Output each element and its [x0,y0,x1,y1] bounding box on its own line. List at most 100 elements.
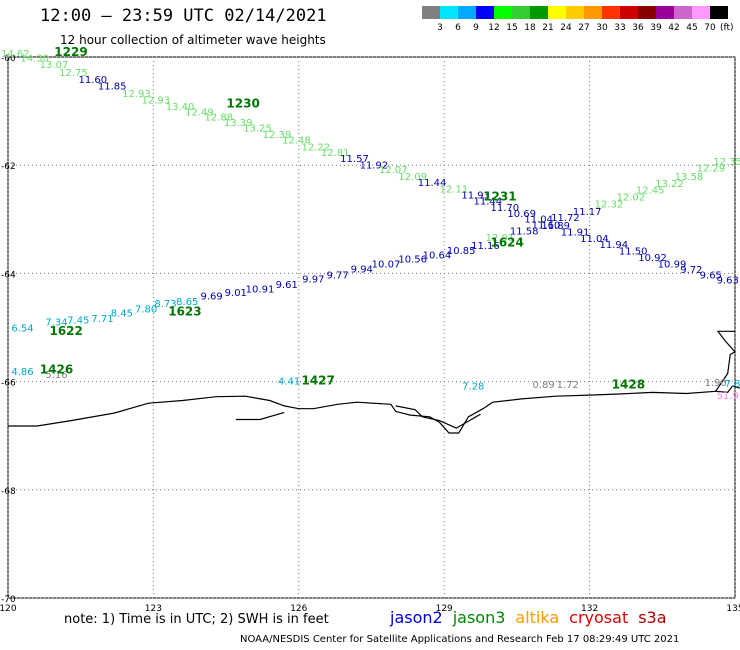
colorbar-tick-label: 6 [455,23,461,33]
wave-height-label: 8.45 [111,309,133,320]
wave-height-label: 11.60 [78,75,107,86]
wave-height-label: 12.09 [398,172,427,183]
wave-height-label: 12.01 [486,233,515,244]
colorbar-swatch [530,6,548,19]
satellite-legend: jason2 jason3 altika cryosat s3a [390,608,677,627]
wave-height-label: 10.91 [246,284,275,295]
wave-height-label: 11.04 [580,234,609,245]
wave-height-label: 12.02 [616,192,645,203]
coastline [395,405,481,429]
colorbar-swatch [566,6,584,19]
lon-tick-label: 129 [436,604,453,614]
satellite-legend-item: jason2 [390,608,443,627]
units-note: note: 1) Time is in UTC; 2) SWH is in fe… [64,612,329,627]
colorbar-swatch [692,6,710,19]
wave-height-label: 10.85 [447,246,476,257]
credit-line: NOAA/NESDIS Center for Satellite Applica… [240,634,680,645]
colorbar-tick-label: 24 [560,23,572,33]
colorbar-tick-label: 21 [542,23,554,33]
lon-tick-label: 132 [581,604,598,614]
wave-height-label: 11.17 [573,207,602,218]
wave-height-label: 9.65 [700,270,722,281]
lon-tick-label: 135 [726,604,740,614]
wave-height-label: 9.94 [351,264,373,275]
wave-height-label: 8.65 [176,297,198,308]
colorbar-swatch [710,6,728,19]
colorbar-tick-label: 12 [488,23,500,33]
wave-height-label: 7.8 [725,379,740,390]
colorbar-swatch [458,6,476,19]
map-title: 12:00 — 23:59 UTC 02/14/2021 [40,6,327,26]
lat-tick-label: -62 [1,162,16,172]
wave-height-label: 9.63 [717,276,739,287]
colorbar-swatch [512,6,530,19]
colorbar-swatch [584,6,602,19]
wave-height-label: 13.25 [243,124,272,135]
wave-height-label: 11.91 [561,228,590,239]
pass-time-label: 1623 [168,305,201,319]
wave-height-label: 0.89 [532,380,554,391]
wave-height-label: 9.61 [276,280,298,291]
wave-height-label: 11.44 [418,178,447,189]
colorbar-swatch [494,6,512,19]
wave-height-label: 11.94 [599,240,628,251]
wave-height-label: 12.11 [440,184,469,195]
plot-frame [7,56,736,599]
pass-time-label: 1231 [483,189,516,203]
colorbar-tick-label: 3 [437,23,443,33]
coastline [715,330,736,392]
colorbar-unit: (ft) [720,23,734,33]
wave-height-label: 11.93 [461,191,490,202]
colorbar-swatch [620,6,638,19]
wave-height-label: 10.69 [507,209,536,220]
wave-height-label: 4.41 [278,376,300,387]
colorbar-swatch [422,6,440,19]
wave-height-label: 10.07 [372,259,401,270]
satellite-legend-item: jason3 [452,608,506,627]
colorbar-tick-label: 30 [596,23,608,33]
colorbar-tick-label: 36 [632,23,644,33]
wave-height-label: 11.89 [541,221,570,232]
colorbar-swatch [602,6,620,19]
wave-height-label: 6.54 [11,323,33,334]
map-subtitle: 12 hour collection of altimeter wave hei… [60,33,326,47]
wave-height-label: 11.16 [471,241,500,252]
wave-height-label: 7.80 [135,304,157,315]
wave-height-label: 14.30 [20,53,49,64]
wave-height-label: 11.92 [360,160,389,171]
wave-height-label: 5.16 [45,370,67,381]
wave-height-label: 12.88 [204,112,233,123]
wave-height-label: 11.58 [510,226,539,237]
pass-time-label: 1624 [490,235,523,249]
pass-time-label: 1230 [226,96,259,110]
wave-height-label: 9.01 [225,288,247,299]
wave-height-label: 1.90 [704,378,726,389]
colorbar-swatch [638,6,656,19]
lat-tick-label: -70 [1,595,16,605]
pass-time-label: 1229 [54,45,87,59]
wave-height-label: 12.35 [713,157,740,168]
wave-height-label: 12.29 [696,164,725,175]
colorbar-tick-label: 70 [704,23,716,33]
pass-time-label: 1427 [301,373,334,387]
lat-tick-label: -66 [1,379,16,389]
wave-height-label: 11.70 [490,203,519,214]
wave-height-label: 11.60 [532,221,561,232]
wave-height-label: 12.75 [59,68,88,79]
wave-height-label: 10.92 [638,253,667,264]
wave-height-label: 10.64 [423,250,452,261]
pass-time-label: 1426 [40,363,73,377]
wave-height-label: 11.85 [98,82,127,93]
lat-tick-label: -60 [1,54,16,64]
pass-time-label: 1622 [49,324,82,338]
colorbar-tick-label: 18 [524,23,536,33]
lat-tick-label: -68 [1,487,16,497]
colorbar-swatch [674,6,692,19]
wave-height-label: 9.69 [200,291,222,302]
colorbar-swatch [440,6,458,19]
wave-height-label: 7.71 [91,314,113,325]
lon-tick-label: 120 [0,604,17,614]
wave-height-label: 10.56 [398,255,427,266]
